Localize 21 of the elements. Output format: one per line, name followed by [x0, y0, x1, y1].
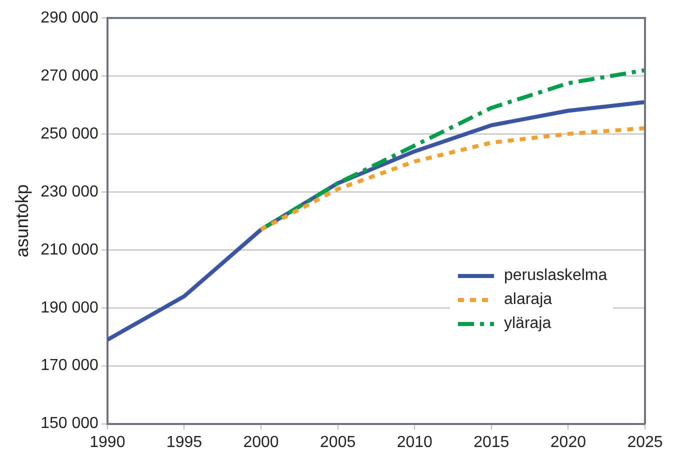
x-tick-label: 2025	[627, 434, 663, 451]
x-tick-label: 1990	[90, 434, 126, 451]
y-tick-label: 290 000	[40, 9, 99, 26]
y-tick-label: 190 000	[40, 299, 99, 316]
legend-label: peruslaskelma	[504, 267, 608, 285]
x-tick-label: 2020	[550, 434, 586, 451]
y-tick-label: 210 000	[40, 241, 99, 258]
legend-label: yläraja	[504, 315, 552, 333]
legend-label: alaraja	[504, 291, 552, 309]
y-tick-label: 150 000	[40, 415, 99, 432]
y-tick-label: 250 000	[40, 125, 99, 142]
x-tick-label: 2000	[243, 434, 279, 451]
x-tick-label: 2015	[474, 434, 510, 451]
y-tick-label: 170 000	[40, 357, 99, 374]
x-tick-label: 1995	[166, 434, 202, 451]
y-tick-label: 270 000	[40, 67, 99, 84]
y-axis-title: asuntokp	[12, 184, 32, 258]
line-series	[259, 126, 645, 232]
x-tick-label: 2005	[320, 434, 356, 451]
x-tick-label: 2010	[396, 434, 433, 451]
y-tick-label: 230 000	[40, 183, 99, 200]
